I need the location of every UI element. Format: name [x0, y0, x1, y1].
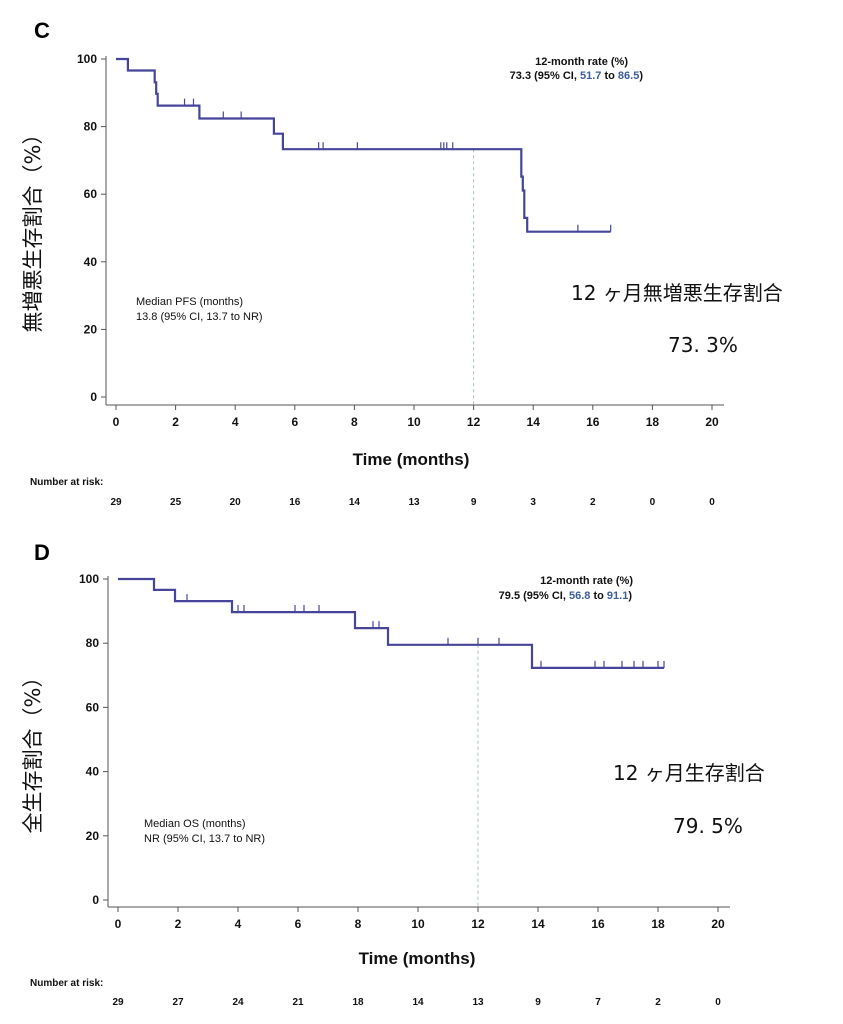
- y-tick-label: 20: [84, 322, 98, 336]
- y-tick-label: 80: [84, 120, 98, 134]
- risk-count: 25: [170, 497, 182, 508]
- risk-count: 13: [472, 997, 484, 1008]
- x-tick-label: 20: [705, 415, 719, 429]
- risk-count: 24: [232, 997, 244, 1008]
- y-axis-title: 無増悪生存割合（%）: [21, 124, 45, 333]
- x-axis-title: Time (months): [353, 450, 470, 469]
- rate-ci-mid: to: [590, 590, 607, 602]
- x-tick-label: 2: [172, 415, 179, 429]
- y-tick-label: 0: [92, 893, 99, 907]
- x-tick-label: 20: [711, 917, 725, 931]
- jp-rate-label: 12 ヶ月無増悪生存割合: [571, 281, 783, 305]
- x-tick-label: 16: [591, 917, 605, 931]
- y-tick-label: 100: [77, 52, 97, 66]
- median-value: NR (95% CI, 13.7 to NR): [144, 833, 265, 845]
- x-tick-label: 4: [232, 415, 239, 429]
- risk-count: 9: [535, 997, 541, 1008]
- x-tick-label: 0: [115, 917, 122, 931]
- median-value: 13.8 (95% CI, 13.7 to NR): [136, 311, 263, 323]
- risk-count: 2: [590, 497, 596, 508]
- risk-count: 27: [172, 997, 184, 1008]
- rate-ci-high: 91.1: [607, 590, 628, 602]
- risk-count: 18: [352, 997, 364, 1008]
- rate-title: 12-month rate (%): [535, 56, 628, 68]
- x-tick-label: 14: [527, 415, 541, 429]
- x-tick-label: 6: [291, 415, 298, 429]
- risk-count: 29: [110, 497, 122, 508]
- rate-value: 79.5 (95% CI, 56.8 to 91.1): [499, 590, 633, 602]
- x-tick-label: 12: [467, 415, 481, 429]
- y-tick-label: 80: [86, 636, 100, 650]
- x-tick-label: 14: [531, 917, 545, 931]
- y-tick-label: 60: [86, 700, 100, 714]
- risk-count: 16: [289, 497, 301, 508]
- x-tick-label: 4: [235, 917, 242, 931]
- risk-count: 9: [471, 497, 477, 508]
- risk-count: 0: [650, 497, 656, 508]
- jp-rate-value: 79. 5%: [673, 814, 743, 838]
- rate-value: 73.3 (95% CI, 51.7 to 86.5): [510, 70, 644, 82]
- risk-count: 0: [715, 997, 721, 1008]
- y-tick-label: 100: [79, 572, 99, 586]
- risk-count: 21: [292, 997, 304, 1008]
- rate-prefix: 79.5 (95% CI,: [499, 590, 569, 602]
- jp-rate-label: 12 ヶ月生存割合: [613, 761, 765, 785]
- x-tick-label: 2: [175, 917, 182, 931]
- risk-count: 14: [412, 997, 424, 1008]
- y-tick-label: 60: [84, 187, 98, 201]
- y-axis-title: 全生存割合（%）: [21, 667, 45, 834]
- x-tick-label: 6: [295, 917, 302, 931]
- rate-suffix: ): [639, 70, 643, 82]
- x-tick-label: 8: [351, 415, 358, 429]
- y-tick-label: 20: [86, 829, 100, 843]
- risk-count: 7: [595, 997, 601, 1008]
- rate-prefix: 73.3 (95% CI,: [510, 70, 580, 82]
- x-tick-label: 12: [471, 917, 485, 931]
- rate-suffix: ): [628, 590, 632, 602]
- x-tick-label: 16: [586, 415, 600, 429]
- median-title: Median PFS (months): [136, 296, 243, 308]
- risk-count: 3: [530, 497, 536, 508]
- risk-label: Number at risk:: [30, 477, 103, 488]
- rate-ci-low: 56.8: [569, 590, 590, 602]
- rate-title: 12-month rate (%): [540, 575, 633, 587]
- risk-count: 13: [408, 497, 420, 508]
- plot-area: 0 20 40 60 80 100 0 2 4 6 8 10 12 14 16 18 20: [77, 52, 724, 429]
- x-tick-label: 8: [355, 917, 362, 931]
- x-tick-label: 10: [411, 917, 425, 931]
- survival-curve: [116, 57, 611, 233]
- risk-row: 29 27 24 21 18 14 13 9 7 2 0: [112, 997, 721, 1008]
- median-title: Median OS (months): [144, 818, 245, 830]
- risk-row: 29 25 20 16 14 13 9 3 2 0 0: [110, 497, 715, 508]
- risk-count: 20: [230, 497, 242, 508]
- plot-area: 0 20 40 60 80 100 0 2 4 6 8 10 12 14 16 18 20: [79, 572, 730, 931]
- panel-label: C: [34, 18, 50, 43]
- rate-ci-high: 86.5: [618, 70, 639, 82]
- y-tick-label: 40: [86, 765, 100, 779]
- jp-rate-value: 73. 3%: [668, 333, 738, 357]
- y-tick-label: 40: [84, 255, 98, 269]
- x-axis-title: Time (months): [359, 949, 476, 968]
- risk-label: Number at risk:: [30, 978, 103, 989]
- x-tick-label: 10: [407, 415, 421, 429]
- rate-ci-low: 51.7: [580, 70, 601, 82]
- y-tick-label: 0: [90, 390, 97, 404]
- risk-count: 0: [709, 497, 715, 508]
- survival-curve: [118, 577, 664, 669]
- risk-count: 2: [655, 997, 661, 1008]
- x-tick-label: 18: [646, 415, 660, 429]
- rate-ci-mid: to: [601, 70, 618, 82]
- panel-label: D: [34, 540, 50, 565]
- risk-count: 29: [112, 997, 124, 1008]
- risk-count: 14: [349, 497, 361, 508]
- x-tick-label: 0: [113, 415, 120, 429]
- x-tick-label: 18: [651, 917, 665, 931]
